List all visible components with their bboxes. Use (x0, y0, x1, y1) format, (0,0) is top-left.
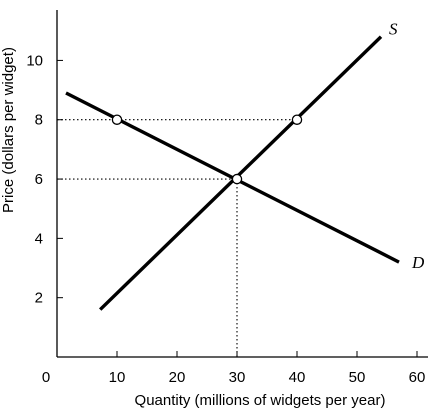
x-tick-label: 0 (42, 369, 50, 386)
y-tick-label: 10 (26, 52, 43, 69)
point-marker (231, 173, 243, 185)
x-tick-label: 40 (289, 369, 306, 386)
supply-curve-label: S (389, 20, 398, 39)
y-tick-label: 6 (35, 171, 43, 188)
point-marker (111, 114, 123, 125)
x-axis-title: Quantity (millions of widgets per year) (135, 392, 386, 409)
point-marker (291, 114, 303, 125)
labels: Quantity (millions of widgets per year) … (0, 20, 425, 409)
demand-curve-label: D (411, 253, 425, 272)
y-tick-label: 8 (35, 112, 43, 129)
y-tick-label: 2 (35, 290, 43, 307)
x-tick-label: 60 (409, 369, 426, 386)
supply-curve (99, 35, 383, 311)
guide-lines (57, 119, 297, 357)
x-tick-label: 10 (109, 369, 126, 386)
y-tick-label: 4 (35, 230, 43, 247)
x-tick-label: 50 (349, 369, 366, 386)
x-tick-label: 30 (229, 369, 246, 386)
axes (56, 10, 428, 358)
point-markers (111, 114, 303, 185)
curves (65, 35, 400, 311)
y-axis-title: Price (dollars per widget) (0, 47, 17, 213)
x-tick-label: 20 (169, 369, 186, 386)
ticks: 0 10 20 30 40 50 60 2 4 6 8 10 (26, 52, 425, 386)
